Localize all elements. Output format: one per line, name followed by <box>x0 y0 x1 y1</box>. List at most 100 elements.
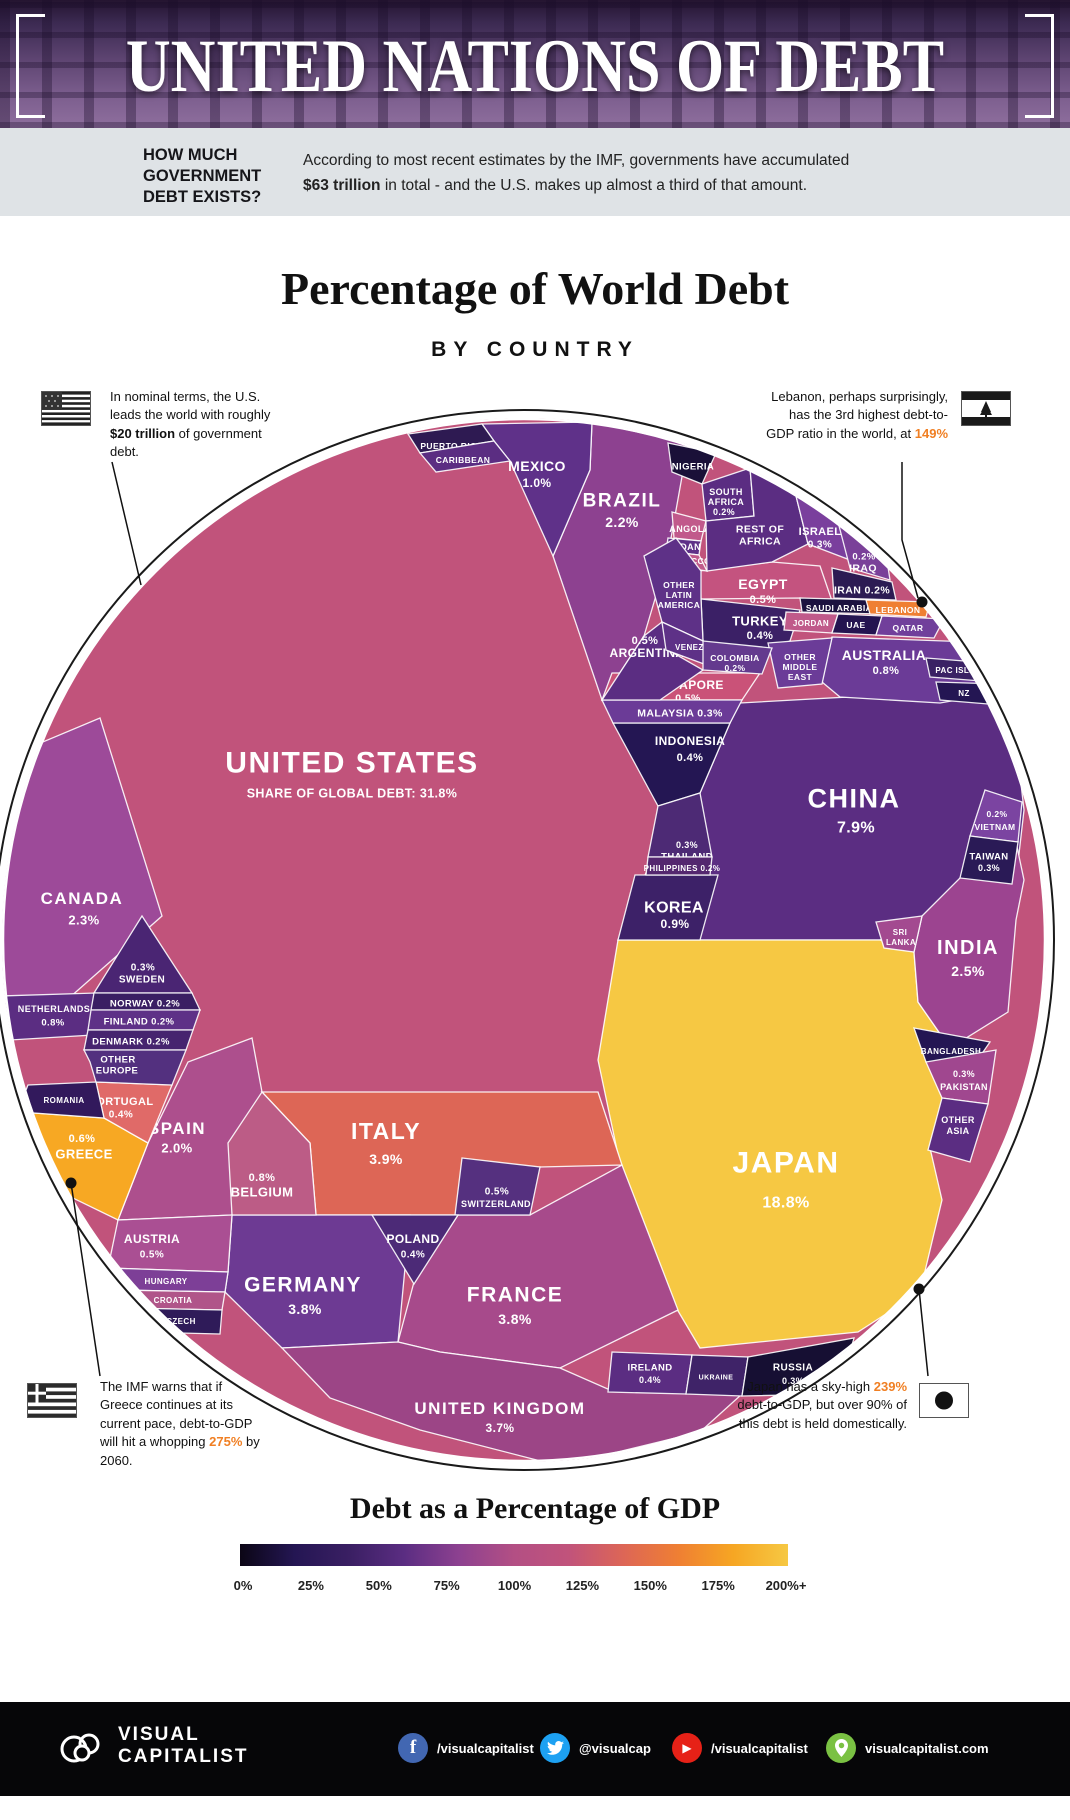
label-egypt: 0.5% <box>750 594 777 606</box>
social-link-twitter[interactable]: @visualcap <box>540 1733 651 1763</box>
cell-poland <box>370 1214 460 1286</box>
label-ireland: IRELAND <box>627 1362 672 1373</box>
brand-line1: VISUAL <box>118 1724 200 1745</box>
cell-taiwan <box>959 835 1019 885</box>
label-canada: CANADA <box>41 889 124 908</box>
label-south-africa: SOUTH <box>709 487 743 497</box>
label-mexico: MEXICO <box>508 458 566 474</box>
label-turkey: TURKEY <box>732 614 788 629</box>
label-qatar: QATAR <box>893 623 924 633</box>
label-indonesia: INDONESIA <box>655 734 725 748</box>
us-annotation-post: of government debt. <box>110 425 262 460</box>
social-link-youtube[interactable]: ▶ /visualcapitalist <box>672 1733 808 1763</box>
intro-text-post: in total - and the U.S. makes up almost … <box>380 176 808 194</box>
label-thailand: 0.3% <box>676 840 698 850</box>
label-sweden: 0.3% <box>131 963 155 974</box>
label-nigeria: NIGERIA <box>672 461 714 472</box>
label-brazil: BRAZIL <box>583 491 662 512</box>
label-other-asia: OTHER <box>941 1115 975 1125</box>
label-colombia: 0.2% <box>725 663 746 673</box>
chart-outer-ring <box>0 409 1055 1471</box>
label-us: UNITED STATES <box>225 747 478 780</box>
label-malaysia: MALAYSIA 0.3% <box>637 708 723 720</box>
label-uk: 3.7% <box>486 1421 515 1435</box>
label-romania: ROMANIA <box>43 1096 84 1105</box>
label-sweden: SWEDEN <box>119 975 165 986</box>
label-iran: IRAN 0.2% <box>834 585 890 597</box>
cell-sri-lanka <box>875 915 923 953</box>
cell-colombia <box>702 640 773 675</box>
label-france: 3.8% <box>498 1311 532 1327</box>
lebanon-flag-icon <box>962 392 1010 425</box>
us-annotation: In nominal terms, the U.S. leads the wor… <box>110 388 288 462</box>
label-sudan: SUDAN <box>667 542 701 552</box>
social-label-facebook: /visualcapitalist <box>437 1740 534 1756</box>
facebook-icon: f <box>398 1733 428 1763</box>
pin-icon <box>826 1733 856 1763</box>
label-portugal: PORTUGAL <box>89 1096 154 1108</box>
label-nz: NZ <box>958 689 969 698</box>
intro-band: HOW MUCH GOVERNMENT DEBT EXISTS? Accordi… <box>0 128 1070 216</box>
visual-capitalist-cloud-icon <box>60 1733 100 1763</box>
label-greece: 0.6% <box>69 1133 96 1145</box>
label-denmark: DENMARK 0.2% <box>92 1036 170 1047</box>
label-poland: 0.4% <box>401 1250 425 1261</box>
label-hungary: HUNGARY <box>145 1277 188 1286</box>
greece-callout-line <box>70 1182 101 1377</box>
chart-subtitle: BY COUNTRY <box>431 338 639 361</box>
legend-tick-100: 100% <box>497 1578 532 1593</box>
label-france: FRANCE <box>467 1283 564 1306</box>
label-other-asia: ASIA <box>946 1126 969 1136</box>
cell-other-europe <box>82 1049 187 1086</box>
lebanon-callout-line <box>901 462 919 599</box>
label-indonesia: 0.4% <box>677 752 704 764</box>
intro-text: According to most recent estimates by th… <box>303 152 850 169</box>
intro-bold-value: $63 trillion <box>303 176 381 194</box>
header-banner: UNITED NATIONS OF DEBT <box>0 0 1070 128</box>
label-angola: ANGOLA <box>669 524 710 534</box>
label-russia: RUSSIA <box>773 1363 813 1374</box>
label-other-europe: EUROPE <box>96 1065 139 1076</box>
lebanon-annotation-highlight: 149% <box>914 425 948 441</box>
japan-annotation-text: Japan has a sky-high <box>747 1379 874 1394</box>
twitter-icon <box>540 1733 570 1763</box>
label-portugal: 0.4% <box>109 1110 133 1121</box>
label-vietnam: 0.2% <box>987 809 1008 819</box>
social-label-youtube: /visualcapitalist <box>711 1740 808 1756</box>
lebanon-callout-dot <box>916 596 928 608</box>
greece-callout-dot <box>65 1177 77 1189</box>
label-china: 7.9% <box>837 820 875 837</box>
cell-lebanon <box>865 599 931 618</box>
label-australia: 0.8% <box>873 665 900 677</box>
legend-title: Debt as a Percentage of GDP <box>349 1492 721 1525</box>
label-taiwan: 0.3% <box>978 863 1000 873</box>
legend-tick-150: 150% <box>633 1578 667 1593</box>
label-philippines: PHILIPPINES 0.2% <box>644 864 721 873</box>
label-turkey: 0.4% <box>747 630 774 642</box>
label-other-middle-east: MIDDLE <box>783 662 818 672</box>
label-spain: SPAIN <box>148 1119 206 1138</box>
social-label-pin: visualcapitalist.com <box>865 1740 989 1756</box>
social-link-pin[interactable]: visualcapitalist.com <box>826 1733 989 1763</box>
social-link-facebook[interactable]: f/visualcapitalist <box>398 1733 534 1763</box>
cell-caribbean <box>418 440 512 473</box>
cell-belgium <box>227 1090 317 1216</box>
label-germany: 3.8% <box>288 1301 322 1317</box>
label-uae: UAE <box>846 620 865 630</box>
greece-annotation-text: The IMF warns that if Greece continues a… <box>100 1379 253 1450</box>
cell-iran <box>831 567 897 601</box>
label-jordan: JORDAN <box>793 619 829 628</box>
label-germany: GERMANY <box>244 1273 362 1296</box>
label-south-africa: 0.2% <box>713 507 735 517</box>
label-switzerland: 0.5% <box>485 1187 509 1198</box>
chart-title: Percentage of World Debt <box>280 263 790 314</box>
legend-tick-175: 175% <box>701 1578 735 1593</box>
us-flag-icon <box>42 392 90 425</box>
lebanon-annotation-text: Lebanon, perhaps surprisingly, has the 3… <box>766 389 948 441</box>
label-italy: 3.9% <box>369 1151 403 1167</box>
label-netherlands: 0.8% <box>41 1017 64 1028</box>
label-egypt: EGYPT <box>738 576 788 592</box>
label-pakistan: PAKISTAN <box>940 1082 988 1092</box>
label-rest-of-africa: REST OF <box>736 524 784 536</box>
label-brazil: 2.2% <box>605 514 639 530</box>
